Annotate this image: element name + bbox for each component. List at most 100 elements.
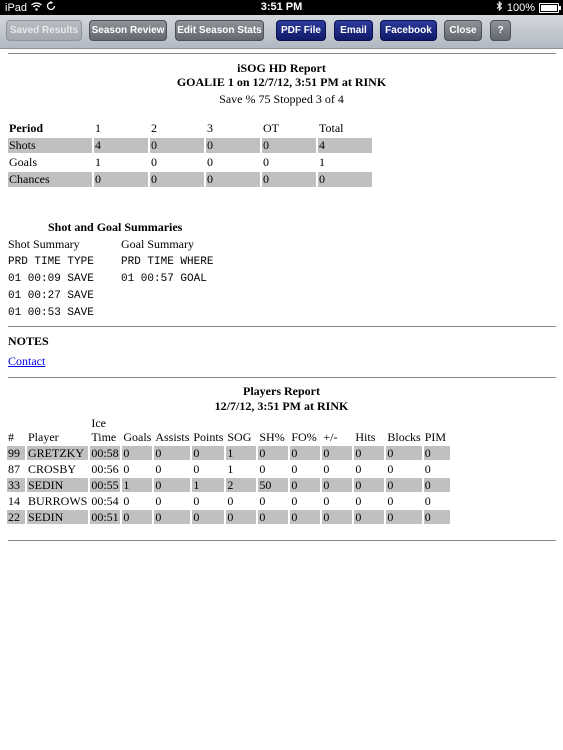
plus-minus-header: +/- (323, 430, 338, 444)
cell: 22 (7, 510, 25, 524)
assists-header: Assists (155, 430, 190, 444)
edit-season-stats-button[interactable]: Edit Season Stats (175, 20, 264, 41)
ice-time-header: Ice Time (91, 416, 117, 444)
period-table-header: Period 1 2 3 OT Total (8, 121, 372, 136)
cell: 0 (424, 462, 431, 476)
bluetooth-icon (496, 0, 503, 14)
cell: BURROWS (28, 494, 88, 508)
pdf-file-button[interactable]: PDF File (276, 20, 326, 41)
players-table-header: # Player Ice Time Goals Assists Points S… (7, 416, 450, 444)
divider (8, 326, 556, 327)
cell: 0 (150, 138, 204, 153)
cell: 0 (423, 446, 450, 460)
battery-icon (539, 2, 561, 13)
pim-header: PIM (424, 430, 447, 444)
cell: 0 (354, 478, 385, 492)
cell: 0 (94, 172, 148, 187)
period-2-header: 2 (151, 121, 157, 135)
cell: 0 (193, 494, 200, 508)
cell: 00:58 (90, 446, 121, 460)
cell: 0 (322, 510, 353, 524)
table-row: 14 BURROWS 00:54 0 0 0 0 0 0 0 0 0 0 (7, 494, 450, 508)
contact-link[interactable]: Contact (8, 354, 46, 368)
email-button[interactable]: Email (334, 20, 373, 41)
divider (8, 53, 556, 54)
table-row: 22 SEDIN 00:51 0 0 0 0 0 0 0 0 0 0 (7, 510, 450, 524)
cell: 0 (355, 494, 362, 508)
report-subtitle: GOALIE 1 on 12/7/12, 3:51 PM at RINK (176, 75, 387, 89)
players-report-subtitle: 12/7/12, 3:51 PM at RINK (214, 399, 349, 413)
cell: 0 (387, 462, 394, 476)
cell: 87 (8, 462, 20, 476)
blocks-header: Blocks (387, 430, 421, 444)
period-table: Period 1 2 3 OT Total Shots 4 0 0 0 4 Go… (6, 119, 374, 189)
report-title: iSOG HD Report (237, 61, 326, 75)
cell: 0 (262, 138, 316, 153)
cell: 0 (323, 494, 330, 508)
close-button[interactable]: Close (444, 20, 482, 41)
shot-summary-line: 01 00:09 SAVE (8, 273, 94, 285)
help-button[interactable]: ? (490, 20, 511, 41)
cell: 1 (227, 462, 234, 476)
cell: 0 (154, 510, 191, 524)
facebook-button[interactable]: Facebook (380, 20, 437, 41)
cell: 4 (94, 138, 148, 153)
cell: 0 (290, 510, 321, 524)
cell: 0 (206, 138, 260, 153)
status-bar: iPad 3:51 PM 100% (0, 0, 563, 15)
row-label: Chances (8, 172, 92, 187)
goals-header: Goals (123, 430, 152, 444)
cell: 0 (290, 446, 321, 460)
notes-title: NOTES (8, 334, 49, 348)
table-row: Shots 4 0 0 0 4 (8, 138, 372, 153)
cell: 99 (7, 446, 25, 460)
cell: 0 (226, 510, 257, 524)
cell: SEDIN (27, 478, 89, 492)
table-row: Goals 1 0 0 0 1 (8, 155, 372, 170)
cell: 0 (386, 510, 422, 524)
cell: 0 (423, 510, 450, 524)
cell: 0 (387, 494, 394, 508)
table-row: 33 SEDIN 00:55 1 0 1 2 50 0 0 0 0 0 (7, 478, 450, 492)
cell: 0 (192, 510, 225, 524)
cell: 4 (318, 138, 372, 153)
cell: 0 (155, 494, 162, 508)
cell: 0 (259, 462, 266, 476)
shot-summary-label: Shot Summary (8, 237, 80, 251)
cell: 0 (322, 478, 353, 492)
sog-header: SOG (227, 430, 252, 444)
cell: 0 (258, 510, 289, 524)
shot-summary-line: 01 00:53 SAVE (8, 307, 94, 319)
cell: CROSBY (28, 462, 77, 476)
cell: 0 (263, 155, 269, 169)
hits-header: Hits (355, 430, 376, 444)
summaries-title: Shot and Goal Summaries (48, 220, 183, 234)
cell: 0 (123, 462, 130, 476)
period-header: Period (9, 121, 43, 135)
cell: 33 (7, 478, 25, 492)
cell: 1 (192, 478, 225, 492)
goal-summary-header: PRD TIME WHERE (121, 256, 214, 268)
cell: 2 (226, 478, 257, 492)
season-review-button[interactable]: Season Review (89, 20, 167, 41)
period-ot-header: OT (263, 121, 279, 135)
cell: 00:54 (91, 494, 119, 508)
cell: 14 (8, 494, 20, 508)
cell: 0 (122, 446, 153, 460)
goal-summary-line: 01 00:57 GOAL (121, 273, 207, 285)
points-header: Points (193, 430, 224, 444)
cell: 1 (319, 155, 325, 169)
cell: 0 (155, 462, 162, 476)
goal-summary-label: Goal Summary (121, 237, 194, 251)
cell: 0 (424, 494, 431, 508)
shot-summary-header: PRD TIME TYPE (8, 256, 94, 268)
cell: 0 (259, 494, 266, 508)
cell: SEDIN (27, 510, 89, 524)
cell: 0 (291, 462, 298, 476)
number-header: # (8, 430, 14, 444)
divider (8, 377, 556, 378)
table-row: Chances 0 0 0 0 0 (8, 172, 372, 187)
saved-results-button[interactable]: Saved Results (6, 20, 82, 41)
cell: 0 (262, 172, 316, 187)
toolbar: Saved Results Season Review Edit Season … (0, 15, 563, 49)
